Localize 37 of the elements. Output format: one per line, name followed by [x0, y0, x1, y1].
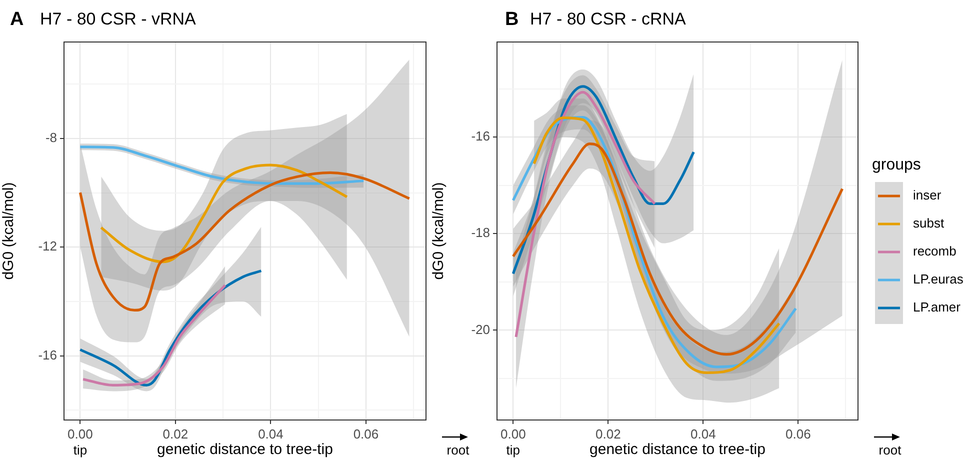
- text: tip: [73, 442, 88, 458]
- y-tick-label: -20: [471, 322, 490, 337]
- legend-label: LP.euras: [913, 272, 964, 287]
- x-tick-label: 0.06: [353, 426, 379, 442]
- x-axis-title: genetic distance to tree-tip: [157, 441, 333, 458]
- y-axis-title: dG0 (kcal/mol): [430, 182, 448, 280]
- line-series: [512, 142, 844, 356]
- text: B: [505, 9, 519, 30]
- chart-title: H7 - 80 CSR - vRNA: [40, 10, 197, 29]
- y-tick-label: -16: [38, 347, 57, 362]
- text: tip: [506, 442, 520, 458]
- legend-title: groups: [872, 156, 921, 174]
- legend-label: recomb: [913, 244, 956, 259]
- line-series: [78, 171, 411, 312]
- line-series: [514, 90, 656, 338]
- line-series: [82, 284, 226, 387]
- legend-label: LP.amer: [913, 300, 962, 315]
- y-tick-label: -16: [471, 128, 490, 144]
- x-tick-label: 0.04: [690, 426, 716, 442]
- x-tick-label: 0.00: [500, 426, 526, 442]
- y-tick-label: -18: [471, 225, 490, 240]
- x-tick-label: 0.04: [258, 426, 284, 442]
- line-series: [100, 164, 348, 264]
- x-tick-label: 0.06: [785, 426, 811, 442]
- x-axis-title: genetic distance to tree-tip: [590, 441, 766, 458]
- y-tick-label: -12: [38, 238, 57, 254]
- text: A: [10, 9, 24, 30]
- text: root: [878, 442, 902, 458]
- chart-title: H7 - 80 CSR - cRNA: [530, 10, 687, 29]
- x-tick-label: 0.00: [68, 426, 93, 442]
- y-tick-label: -8: [45, 130, 57, 146]
- x-tick-label: 0.02: [162, 426, 188, 442]
- y-axis-title: dG0 (kcal/mol): [0, 182, 18, 280]
- legend-label: inser: [913, 188, 942, 203]
- x-tick-label: 0.02: [595, 426, 621, 442]
- text: root: [446, 442, 470, 458]
- legend-label: subst: [913, 216, 944, 231]
